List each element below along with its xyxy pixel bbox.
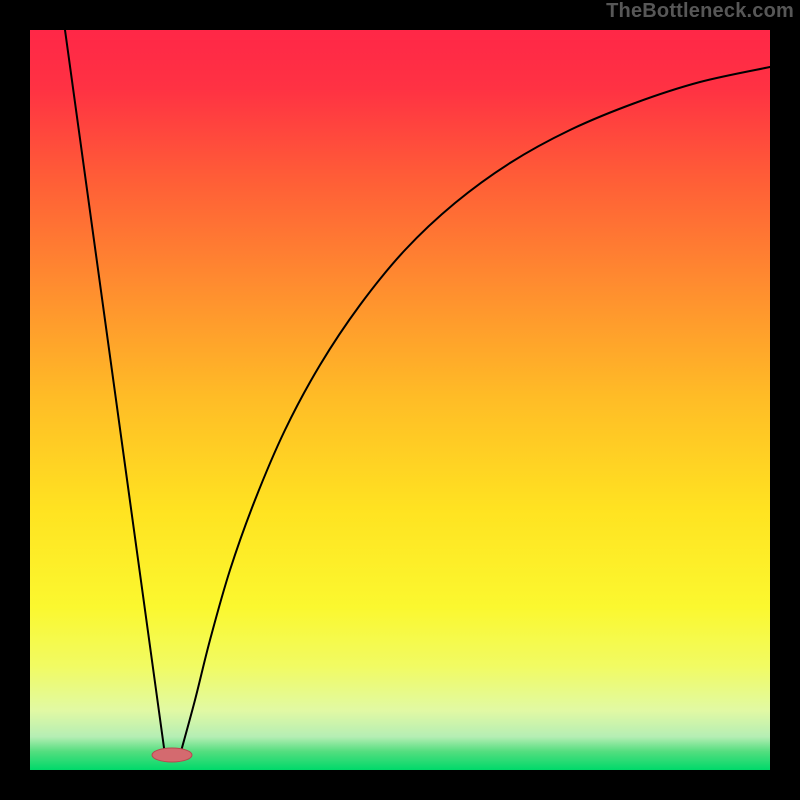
- attribution-text: TheBottleneck.com: [606, 0, 794, 23]
- plot-area: [30, 30, 770, 770]
- chart-svg: [0, 0, 800, 800]
- curve-minimum-marker: [152, 748, 192, 762]
- chart-canvas: TheBottleneck.com: [0, 0, 800, 800]
